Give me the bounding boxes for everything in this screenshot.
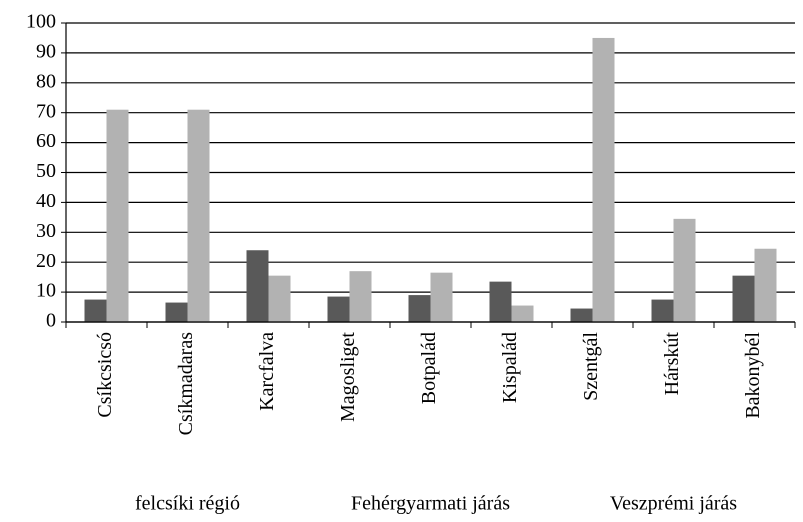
y-tick-label: 30 <box>36 220 56 242</box>
group-label: Fehérgyarmati járás <box>351 493 510 515</box>
x-tick-label: Kispalád <box>499 332 521 403</box>
bar <box>327 296 350 322</box>
y-tick-label: 50 <box>36 160 56 182</box>
bar <box>268 275 291 322</box>
y-tick-label: 70 <box>36 100 56 122</box>
bar <box>673 218 696 322</box>
x-tick-label: Bakonybél <box>742 332 764 419</box>
bar <box>651 299 674 322</box>
y-tick-label: 10 <box>36 280 56 302</box>
y-tick-label: 90 <box>36 40 56 62</box>
x-tick-label: Karcfalva <box>256 332 278 411</box>
y-tick-label: 80 <box>36 70 56 92</box>
bar <box>570 308 593 322</box>
bar <box>106 109 129 323</box>
x-tick-label: Hárskút <box>661 332 683 396</box>
bar <box>165 302 188 322</box>
bar <box>732 275 755 322</box>
bar <box>84 299 107 322</box>
bar <box>754 248 777 322</box>
y-tick-label: 100 <box>26 11 56 33</box>
bar <box>246 250 269 322</box>
y-tick-label: 60 <box>36 130 56 152</box>
x-tick-label: Magosliget <box>337 332 359 422</box>
bar <box>489 281 512 322</box>
bar <box>408 295 431 322</box>
group-label: Veszprémi járás <box>610 493 737 515</box>
x-tick-label: Csíkcsicsó <box>94 332 116 418</box>
y-tick-label: 20 <box>36 250 56 272</box>
x-tick-label: Szentgál <box>580 332 602 401</box>
y-tick-label: 0 <box>46 310 56 332</box>
bar <box>187 109 210 323</box>
x-tick-label: Botpalád <box>418 332 440 404</box>
bar <box>511 305 534 322</box>
group-label: felcsíki régió <box>135 493 240 515</box>
bar <box>349 271 372 322</box>
x-tick-label: Csíkmadaras <box>175 332 197 436</box>
bar <box>592 37 615 322</box>
bar <box>430 272 453 322</box>
y-tick-label: 40 <box>36 190 56 212</box>
